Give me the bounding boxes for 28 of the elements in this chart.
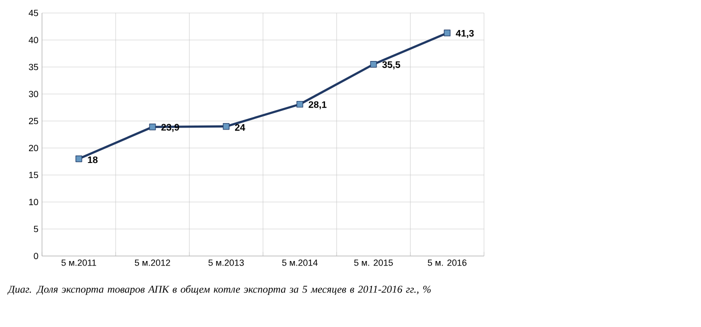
y-tick-label: 15	[29, 172, 38, 178]
x-tick-label: 5 м.2014	[282, 260, 318, 266]
point	[76, 155, 82, 162]
x-tick-label: 5 м.2013	[208, 260, 244, 266]
x-tick-label: 5 м. 2015	[354, 260, 393, 266]
y-tick-label: 5	[34, 226, 38, 232]
y-tick-label: 25	[28, 118, 38, 124]
text: Диаг. Доля экспорта товаров АПК в общем котле экспорта за 5 месяцев в 2011-2016 гг., %	[7, 285, 431, 295]
point	[370, 60, 377, 68]
data-label: 24	[235, 124, 246, 131]
y-tick-label: 35	[28, 64, 38, 70]
data-label: 41,3	[456, 30, 474, 38]
x-tick-label: 5 м.2011	[61, 260, 96, 266]
point	[296, 100, 304, 108]
point	[444, 30, 450, 36]
x-tick-label: 5 м.2012	[134, 260, 170, 266]
data-label: 18	[88, 156, 98, 164]
y-tick-label: 10	[29, 198, 38, 206]
point	[222, 123, 230, 130]
y-tick-label: 40	[28, 36, 38, 44]
y-tick-label: 20	[28, 144, 38, 152]
x-tick-label: 5 м. 2016	[428, 260, 466, 266]
point	[149, 124, 156, 130]
y-tick-label: 45	[28, 10, 38, 16]
data-label: 28,1	[308, 101, 327, 110]
y-tick-label: 0	[34, 252, 38, 260]
y-tick-label: 30	[28, 90, 38, 98]
data-label: 35,5	[382, 61, 400, 70]
